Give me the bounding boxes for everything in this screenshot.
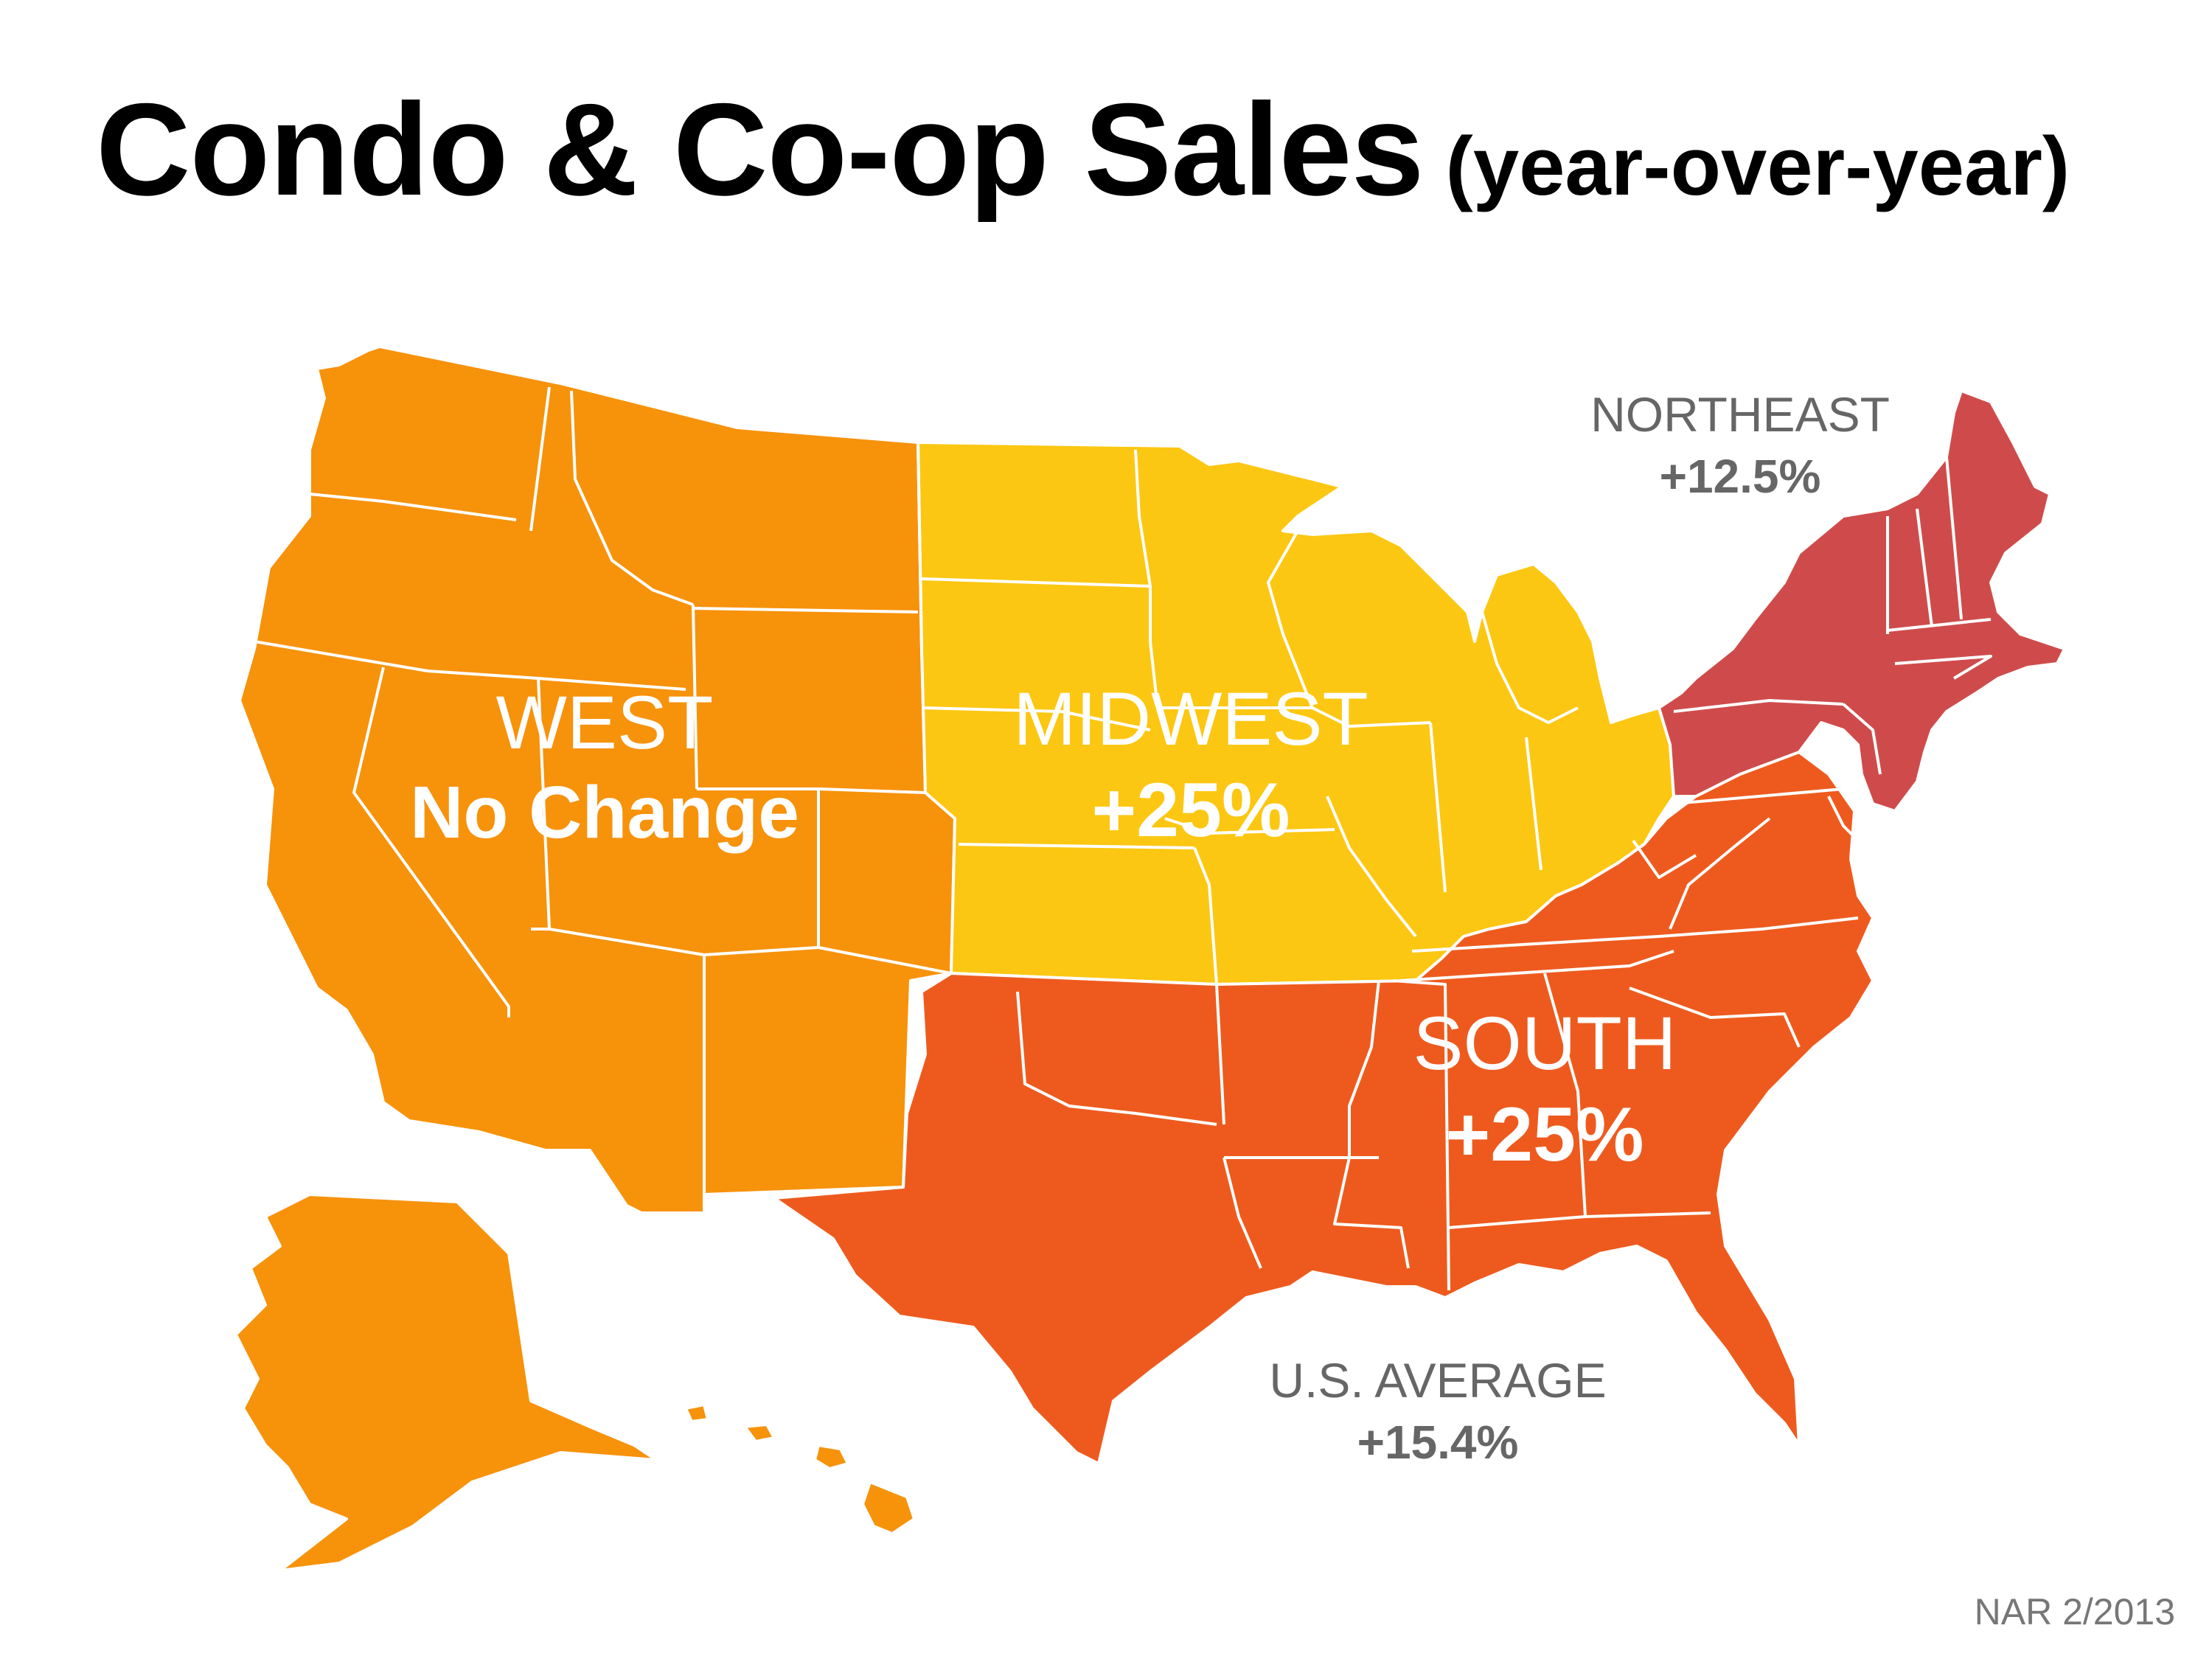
border-tn-ky [1411,917,1859,953]
border-ms-al [1393,979,1450,1291]
border-la-tx [1222,1157,1262,1269]
region-south [773,751,1874,1465]
border-vt-nh [1916,508,1933,627]
border-ne-pa [1673,699,1844,713]
border-mt-wy [692,607,919,613]
state-borders [254,386,1992,1291]
border-tn-south [1400,950,1674,982]
border-nd-sd [921,577,1151,588]
region-label-northeast: NORTHEAST +12.5% [1590,383,1890,507]
west-value: No Change [410,771,799,854]
border-pa-south [1673,787,1844,805]
hawaii-kauai [684,1403,709,1423]
region-west [234,345,956,1572]
west-name: WEST [495,681,714,765]
border-nj [1842,703,1882,775]
region-northeast [1658,389,2066,813]
us-average-label: U.S. AVERAGE +15.4% [1269,1349,1606,1473]
hawaii-oahu [743,1423,776,1443]
border-wi-il [1267,530,1431,728]
border-ne-ks [958,843,1195,849]
border-ms-la [1333,1157,1410,1269]
midwest-value: +25% [1091,768,1290,853]
border-ks-mo [1193,847,1218,985]
border-ar-ms [1348,980,1380,1158]
border-mi-lower [1481,611,1579,724]
border-al-ga [1543,973,1587,1217]
border-mt-nd [917,442,923,650]
border-il-in [1429,722,1447,893]
border-in-oh [1525,737,1543,871]
border-fl [1448,1211,1711,1229]
title-subtitle: (year-over-year) [1445,120,2070,212]
region-label-west: WEST No Change [410,678,799,858]
northeast-name: NORTHEAST [1590,387,1890,442]
border-or-ca [254,640,428,672]
border-id-mt [570,390,694,606]
border-ok-tx [1016,991,1217,1126]
hawaii-maui [813,1444,849,1470]
border-wa-or [309,493,517,521]
border-ky-wv [1632,839,1697,879]
region-label-south: SOUTH +25% [1413,999,1677,1182]
midwest-name: MIDWEST [1013,677,1368,761]
border-nh-me [1945,456,1963,620]
border-ma [1887,618,1992,632]
border-id-wy [692,604,698,790]
border-ca-nv [352,667,510,1018]
border-wa-id [529,386,551,532]
border-md-de [1827,796,1867,849]
alaska [234,1193,658,1572]
border-ky-va [1669,817,1771,930]
border-ok-ar [1215,984,1225,1125]
border-il-mo [1326,796,1417,938]
page-title: Condo & Co-op Sales (year-over-year) [96,74,2070,225]
border-sd-ne [921,706,1151,731]
border-nd-mn [1134,449,1152,641]
south-value: +25% [1445,1092,1644,1178]
border-wy-co [818,787,926,794]
border-nc-sc [1629,987,1801,1048]
border-mn-ia [1149,641,1312,709]
us-average-value: +15.4% [1357,1416,1519,1469]
source-credit: NAR 2/2013 [1974,1591,2175,1632]
border-ia-mo [1164,817,1335,835]
border-ct-ri [1894,655,1992,680]
region-label-midwest: MIDWEST +25% [1013,675,1368,858]
south-name: SOUTH [1413,1001,1677,1085]
northeast-value: +12.5% [1659,450,1821,503]
hawaii-big-island [861,1481,916,1535]
us-average-name: U.S. AVERAGE [1269,1353,1607,1408]
title-main: Condo & Co-op Sales [96,76,1425,223]
border-nm [703,946,952,975]
